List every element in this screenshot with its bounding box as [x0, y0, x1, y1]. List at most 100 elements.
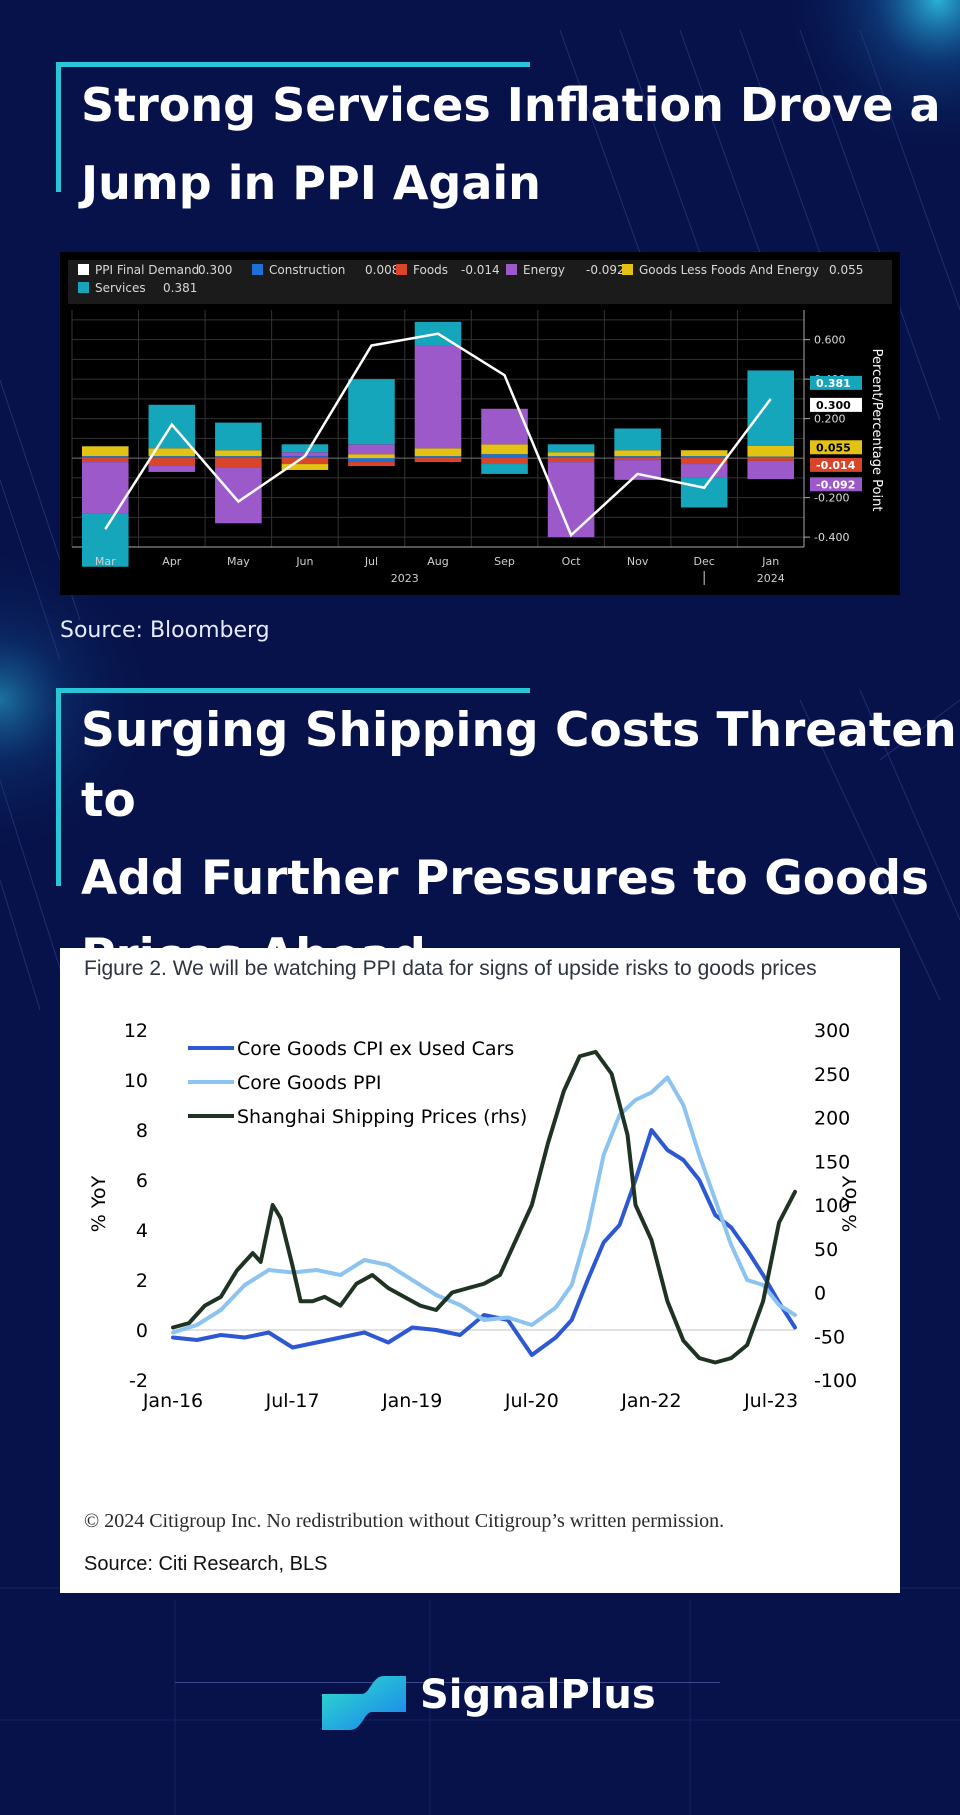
x-tick-label: Aug — [427, 555, 448, 568]
legend-label: Energy — [523, 263, 565, 277]
title-accent-bar — [56, 688, 530, 693]
value-tag-bg — [810, 375, 862, 390]
bar-segment-foods — [481, 458, 528, 465]
bar-segment-services — [680, 477, 728, 508]
x-tick-label: Jul-23 — [743, 1390, 798, 1412]
legend-value: 0.381 — [163, 281, 197, 295]
legend-label: Foods — [413, 263, 448, 277]
y-tick-label: -0.400 — [814, 531, 849, 544]
figure-source: Source: Citi Research, BLS — [84, 1553, 328, 1575]
bar-segment-energy — [747, 460, 795, 480]
bar-segment-services — [747, 370, 795, 446]
x-tick-label: Jul-20 — [504, 1390, 559, 1412]
value-tag-bg — [810, 477, 862, 492]
x-tick-label: Jan — [761, 555, 779, 568]
bar-segment-foods — [148, 458, 196, 467]
bar-segment-goods-less-foods-and-energy — [414, 448, 462, 457]
right-tick-label: 250 — [814, 1064, 850, 1086]
x-tick-label: Dec — [694, 555, 715, 568]
legend-swatch — [506, 264, 517, 275]
bar-segment-goods-less-foods-and-energy — [81, 446, 129, 457]
bar-segment-foods — [215, 458, 262, 468]
footer-divider — [175, 1682, 720, 1683]
bar-segment-construction — [481, 454, 528, 459]
legend-value: 0.008 — [365, 263, 399, 277]
brand-name: SignalPlus — [420, 1672, 656, 1718]
bar-segment-goods-less-foods-and-energy — [281, 464, 329, 470]
copyright-notice: © 2024 Citigroup Inc. No redistribution … — [84, 1510, 725, 1532]
diagonal-lines — [0, 29, 960, 1011]
bar-segment-foods — [747, 458, 795, 461]
x-tick-label: Jul-17 — [265, 1390, 320, 1412]
value-tag-label: -0.014 — [816, 459, 856, 472]
section-title-shipping: Surging Shipping Costs Threaten to Add F… — [56, 688, 960, 984]
x-tick-label: May — [227, 555, 250, 568]
bar-segment-construction — [547, 456, 595, 459]
bar-segment-energy — [348, 444, 395, 455]
bar-segment-construction — [680, 456, 728, 459]
side-glow — [0, 540, 160, 860]
y-axis-label: Percent/Percentage Point — [869, 349, 884, 512]
left-tick-label: 10 — [124, 1070, 148, 1092]
series-line-shanghai-shipping-prices-rhs- — [171, 1049, 797, 1365]
right-tick-label: 200 — [814, 1108, 850, 1130]
section-title-line-1: Surging Shipping Costs Threaten to — [81, 703, 957, 828]
x-tick-label: Oct — [562, 555, 582, 568]
right-axis-label: % YoY — [839, 1175, 861, 1232]
y-tick-label: 0.200 — [814, 413, 846, 426]
y-tick-label: 0.600 — [814, 334, 846, 347]
value-tag-label: 0.055 — [816, 441, 851, 454]
right-tick-label: 0 — [814, 1283, 826, 1305]
bar-segment-goods-less-foods-and-energy — [614, 450, 661, 457]
series-line-core-goods-ppi — [171, 1075, 797, 1335]
bar-segment-construction — [614, 456, 661, 459]
bar-segment-goods-less-foods-and-energy — [747, 445, 795, 457]
bar-segment-foods — [614, 458, 661, 461]
bar-segment-construction — [148, 456, 196, 459]
left-tick-label: 2 — [136, 1270, 148, 1292]
value-tag-bg — [810, 397, 862, 412]
left-tick-label: 8 — [136, 1120, 148, 1142]
bar-segment-energy — [614, 460, 661, 480]
legend-label: Construction — [269, 263, 345, 277]
corner-glow — [778, 0, 960, 160]
year-label: 2023 — [391, 572, 419, 585]
bloomberg-ppi-chart: PPI Final Demand 0.300 Construction 0.008 Fo… — [60, 252, 900, 595]
right-tick-label: -100 — [814, 1370, 857, 1392]
page-title-line-1: Strong Services Inflation Drove a — [81, 78, 941, 132]
title-accent-bar — [56, 62, 530, 67]
bar-segment-energy — [414, 345, 462, 449]
bar-segment-energy — [148, 466, 196, 472]
x-tick-label: Jan-16 — [142, 1390, 203, 1412]
bar-segment-energy — [547, 462, 595, 538]
bar-segment-goods-less-foods-and-energy — [148, 448, 196, 457]
section-title-ppi: Strong Services Inflation Drove a Jump i… — [56, 62, 941, 210]
bar-segment-construction — [348, 458, 395, 463]
y-tick-label: -0.200 — [814, 492, 849, 505]
bar-segment-construction — [747, 456, 795, 459]
legend-label: Core Goods CPI ex Used Cars — [237, 1038, 514, 1060]
x-tick-label: Sep — [494, 555, 515, 568]
legend-label: PPI Final Demand — [95, 263, 199, 277]
left-tick-label: 0 — [136, 1320, 148, 1342]
legend-value: 0.055 — [829, 263, 863, 277]
bar-segment-goods-less-foods-and-energy — [348, 454, 395, 459]
bar-segment-foods — [81, 458, 129, 463]
x-tick-label: Jul — [364, 555, 378, 568]
value-tag-bg — [810, 440, 862, 455]
bar-segment-goods-less-foods-and-energy — [547, 452, 595, 457]
right-tick-label: 50 — [814, 1239, 838, 1261]
bar-segment-foods — [414, 458, 462, 463]
value-tag-label: -0.092 — [816, 478, 855, 491]
bar-segment-goods-less-foods-and-energy — [481, 444, 528, 455]
value-tag-label: 0.381 — [816, 377, 851, 390]
bar-segment-energy — [215, 468, 262, 524]
source-label: Source: Bloomberg — [60, 618, 270, 643]
left-tick-label: 4 — [136, 1220, 148, 1242]
x-tick-label: Jan-19 — [381, 1390, 442, 1412]
right-tick-label: -50 — [814, 1326, 845, 1348]
legend-label: Goods Less Foods And Energy — [639, 263, 819, 277]
bar-segment-services — [481, 464, 528, 474]
bar-segment-construction — [81, 456, 129, 459]
